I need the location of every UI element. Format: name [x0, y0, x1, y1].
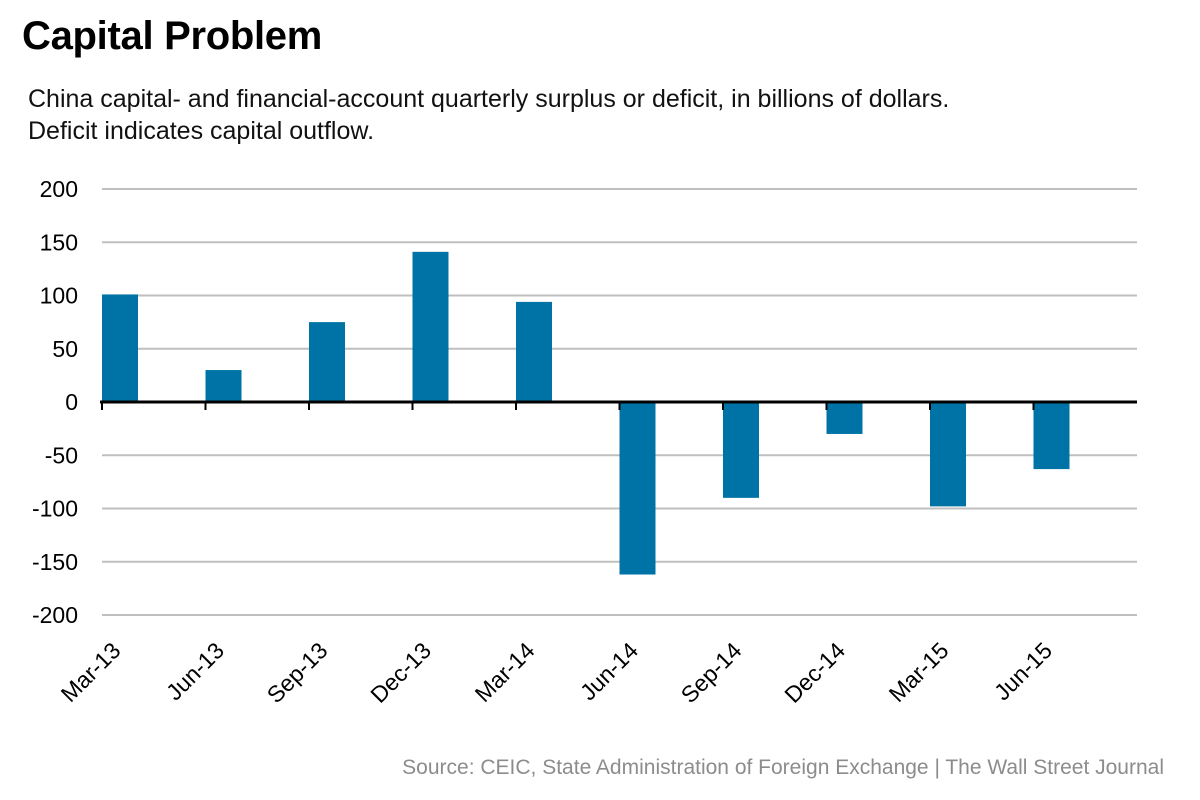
bars: [102, 251, 1070, 575]
y-tick-label: 150: [40, 229, 78, 255]
x-tick-label: Jun-15: [989, 637, 1057, 705]
x-tick-label: Sep-13: [262, 637, 333, 708]
x-tick-label: Dec-13: [365, 637, 436, 708]
chart-subtitle: China capital- and financial-account qua…: [28, 83, 949, 147]
bar-dec-13: [412, 251, 449, 402]
x-tick-label: Jun-14: [575, 637, 643, 705]
y-tick-label: -150: [32, 549, 78, 575]
bar-jun-13: [205, 370, 242, 402]
x-tick-label: Mar-13: [56, 637, 126, 707]
y-tick-label: -100: [32, 496, 78, 522]
y-axis: 200 150 100 50 0 -50 -100 -150 -200: [32, 176, 78, 628]
x-tick-label: Mar-14: [470, 637, 540, 707]
x-tick-label: Jun-13: [161, 637, 229, 705]
bar-mar-13: [102, 294, 138, 402]
bar-sep-14: [723, 402, 759, 498]
bar-dec-14: [826, 402, 863, 434]
y-tick-label: 100: [40, 283, 78, 309]
y-tick-label: 0: [65, 389, 78, 415]
bar-mar-14: [516, 301, 552, 402]
source-note: Source: CEIC, State Administration of Fo…: [402, 756, 1164, 779]
y-tick-label: 50: [52, 336, 78, 362]
subtitle-line-2: Deficit indicates capital outflow.: [28, 117, 375, 145]
chart-title: Capital Problem: [22, 14, 323, 58]
y-tick-label: 200: [40, 176, 78, 202]
bar-jun-14: [619, 402, 656, 575]
bar-mar-15: [930, 402, 966, 507]
y-tick-label: -50: [45, 442, 78, 468]
bar-chart: 200 150 100 50 0 -50 -100 -150 -200 Mar-13 Jun-13…: [32, 176, 1137, 708]
x-tick-label: Dec-14: [779, 637, 850, 708]
bar-sep-13: [309, 322, 345, 402]
bar-jun-15: [1033, 402, 1070, 470]
x-axis: Mar-13 Jun-13 Sep-13 Dec-13 Mar-14 Jun-14 Sep-…: [56, 402, 1057, 708]
x-tick-label: Mar-15: [884, 637, 954, 707]
subtitle-line-1: China capital- and financial-account qua…: [28, 85, 950, 113]
y-tick-label: -200: [32, 602, 78, 628]
x-tick-label: Sep-14: [676, 637, 747, 708]
